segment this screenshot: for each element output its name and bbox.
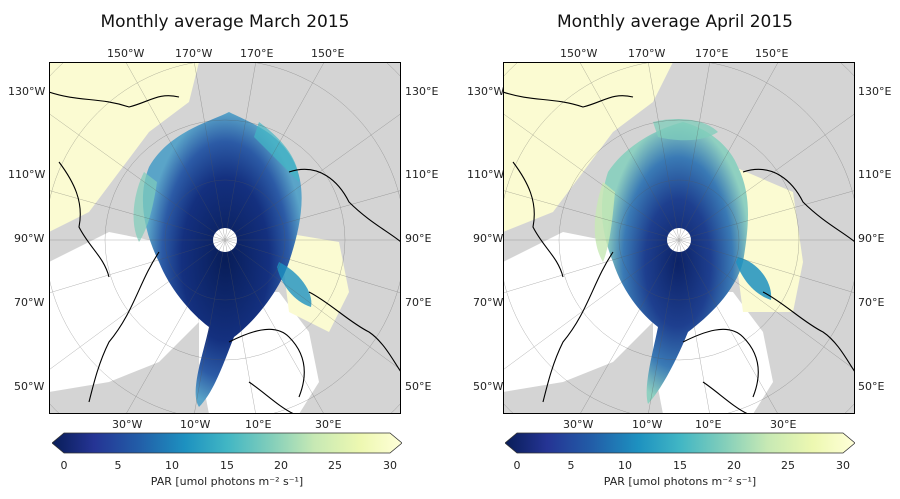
lon-label-top: 150°W [560, 47, 598, 60]
lon-label-right: 110°E [858, 168, 892, 181]
lon-label-right: 90°E [858, 232, 885, 245]
lon-label-left: 130°W [467, 85, 505, 98]
par-field-sea-ice [142, 112, 302, 407]
colorbar-tick: 0 [60, 459, 68, 472]
colorbar-tick: 15 [220, 459, 234, 472]
par-field-fringe [254, 122, 299, 182]
map-frame [49, 62, 401, 414]
lon-label-left: 70°W [473, 296, 504, 309]
panel-march: Monthly average March 2015 150°W 170°W 1… [8, 12, 439, 488]
lon-label-left: 110°W [467, 168, 505, 181]
lon-label-bottom: 30°E [770, 418, 797, 431]
lon-label-bottom: 30°W [112, 418, 143, 431]
par-field-fringe [653, 119, 718, 141]
polar-map-march [49, 62, 401, 414]
lon-label-right: 130°E [405, 85, 439, 98]
colorbar-tick: 30 [836, 459, 850, 472]
lon-label-right: 50°E [858, 380, 885, 393]
par-field-fringe [133, 172, 157, 242]
pole-hole [667, 228, 691, 252]
par-field-fringe [736, 257, 772, 300]
panel-title: Monthly average April 2015 [557, 12, 793, 32]
colorbar-tick: 0 [513, 459, 521, 472]
colorbar-label: PAR [umol photons m⁻² s⁻¹] [603, 475, 757, 488]
panel-april: Monthly average April 2015 150°W 170°W 1… [450, 0, 900, 499]
colorbar [504, 432, 856, 458]
lon-label-left: 90°W [14, 232, 45, 245]
lon-label-top: 170°E [695, 47, 729, 60]
lon-label-right: 70°E [858, 296, 885, 309]
ocean-region [503, 232, 653, 392]
lon-label-left: 50°W [14, 380, 45, 393]
lon-label-top: 170°W [175, 47, 213, 60]
lon-label-top: 170°E [240, 47, 274, 60]
graticule [49, 62, 401, 414]
lon-label-right: 110°E [405, 168, 439, 181]
lon-label-top: 150°W [107, 47, 145, 60]
colorbar [51, 432, 403, 458]
colorbar-tick: 25 [781, 459, 795, 472]
colorbar-tick: 30 [383, 459, 397, 472]
lon-label-right: 90°E [405, 232, 432, 245]
graticule [503, 62, 855, 414]
colorbar-tick: 5 [114, 459, 122, 472]
lon-label-bottom: 10°W [632, 418, 663, 431]
lon-label-left: 50°W [473, 380, 504, 393]
lon-label-top: 170°W [628, 47, 666, 60]
colorbar-tick: 25 [328, 459, 342, 472]
polar-map-april [503, 62, 855, 414]
colorbar-tick: 10 [618, 459, 632, 472]
lon-label-top: 150°E [755, 47, 789, 60]
par-field-fringe [277, 262, 312, 307]
lon-label-left: 110°W [8, 168, 46, 181]
lon-label-right: 50°E [405, 380, 432, 393]
colorbar-tick: 5 [567, 459, 575, 472]
par-field-sea-ice [601, 122, 748, 404]
lon-label-right: 130°E [858, 85, 892, 98]
ocean-region [49, 232, 199, 392]
lon-label-right: 70°E [405, 296, 432, 309]
colorbar-tick: 15 [673, 459, 687, 472]
colorbar-tick: 10 [165, 459, 179, 472]
panel-title: Monthly average March 2015 [100, 12, 350, 32]
lon-label-left: 70°W [14, 296, 45, 309]
lon-label-bottom: 30°E [315, 418, 342, 431]
lon-label-bottom: 30°W [563, 418, 594, 431]
ocean-region [503, 62, 673, 232]
colorbar-label: PAR [umol photons m⁻² s⁻¹] [150, 475, 304, 488]
lon-label-bottom: 10°E [695, 418, 722, 431]
pole-hole [213, 228, 237, 252]
ocean-region [49, 62, 199, 232]
colorbar-tick: 20 [274, 459, 288, 472]
lon-label-left: 130°W [8, 85, 46, 98]
lon-label-bottom: 10°W [180, 418, 211, 431]
lon-label-left: 90°W [473, 232, 504, 245]
par-field-fringe [594, 182, 615, 262]
coastline [503, 91, 855, 414]
coastline [49, 91, 401, 414]
lon-label-bottom: 10°E [245, 418, 272, 431]
colorbar-tick: 20 [727, 459, 741, 472]
map-frame [503, 62, 855, 414]
lon-label-top: 150°E [311, 47, 345, 60]
